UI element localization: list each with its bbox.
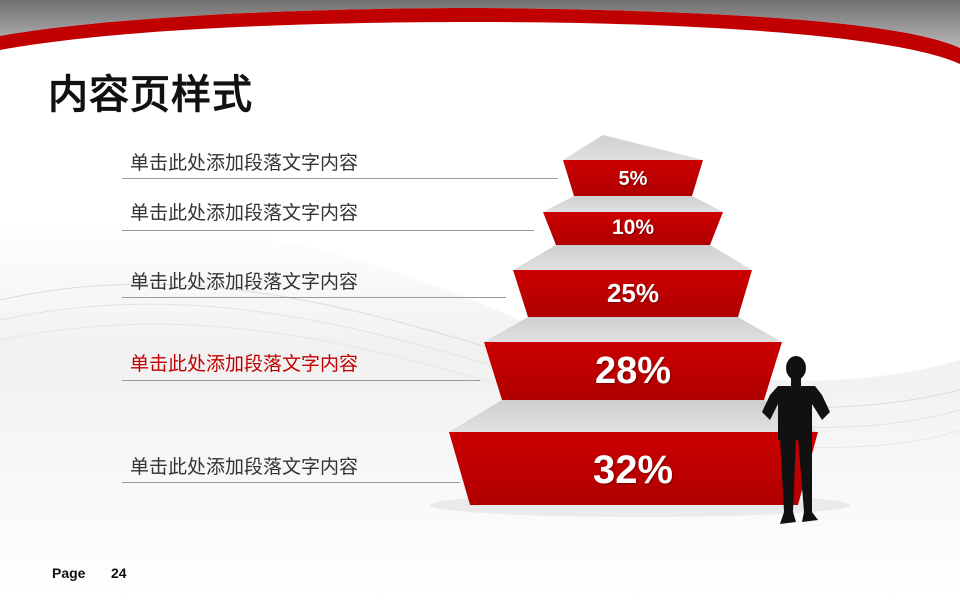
- header-swoosh-grey: [0, 0, 960, 48]
- tier-4-face: [484, 342, 782, 400]
- tier-2-top: [543, 196, 723, 212]
- tier-4-percentage: 28%: [594, 350, 672, 392]
- paragraph-label-5[interactable]: 单击此处添加段落文字内容: [130, 456, 359, 478]
- tier-3-top: [513, 245, 752, 270]
- tier-5-top: [449, 400, 818, 432]
- label-divider-1: [122, 178, 558, 179]
- footer-page-number: 24: [111, 565, 127, 581]
- tier-5-percentage: 32%: [592, 448, 674, 492]
- paragraph-label-1[interactable]: 单击此处添加段落文字内容: [130, 152, 359, 174]
- label-divider-4: [122, 380, 480, 381]
- paragraph-label-3[interactable]: 单击此处添加段落文字内容: [130, 271, 359, 293]
- paragraph-label-4[interactable]: 单击此处添加段落文字内容: [130, 353, 359, 375]
- tier-1-percentage: 5%: [618, 168, 648, 190]
- tier-2-face: [543, 212, 723, 245]
- footer-page-label: Page: [52, 565, 86, 581]
- person-silhouette: [762, 356, 830, 524]
- tier-1-top: [563, 135, 703, 160]
- label-divider-3: [122, 297, 506, 298]
- tier-3-percentage: 25%: [606, 278, 660, 308]
- tier-5-face: [449, 432, 818, 505]
- tier-4-top: [484, 317, 782, 342]
- page-title: 内容页样式: [48, 72, 253, 118]
- paragraph-label-2[interactable]: 单击此处添加段落文字内容: [130, 202, 359, 224]
- label-divider-2: [122, 230, 534, 231]
- header-swoosh-red: [0, 8, 960, 64]
- tier-1-face: [563, 160, 703, 196]
- tier-2-percentage: 10%: [611, 216, 655, 239]
- label-divider-5: [122, 482, 460, 483]
- tier-3-face: [513, 270, 752, 317]
